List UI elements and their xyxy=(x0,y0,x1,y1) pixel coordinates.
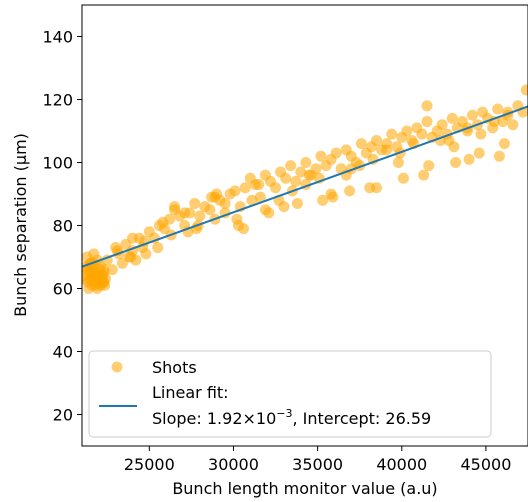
y-tick-label: 140 xyxy=(42,28,73,47)
scatter-points xyxy=(82,84,528,294)
x-axis-label: Bunch length monitor value (a.u) xyxy=(172,479,437,498)
scatter-point xyxy=(219,197,231,209)
scatter-point xyxy=(364,182,376,194)
scatter-point xyxy=(229,185,241,197)
scatter-point xyxy=(290,175,302,187)
scatter-point xyxy=(492,103,504,115)
legend-slope-exponent: −3 xyxy=(276,407,292,420)
scatter-point xyxy=(98,276,110,288)
y-axis-label: Bunch separation (µm) xyxy=(11,133,30,317)
scatter-point xyxy=(211,188,223,200)
scatter-point xyxy=(421,100,433,112)
scatter-point xyxy=(344,185,356,197)
scatter-point xyxy=(253,179,265,191)
scatter-point xyxy=(278,201,290,213)
scatter-point xyxy=(270,182,282,194)
y-tick-label: 80 xyxy=(53,217,73,236)
x-tick-label: 40000 xyxy=(376,455,427,474)
x-axis-ticks: 25000 30000 35000 40000 45000 xyxy=(124,446,511,474)
scatter-point xyxy=(446,112,458,124)
scatter-point xyxy=(466,109,478,121)
x-tick-label: 30000 xyxy=(208,455,259,474)
legend-fit-label: Linear fit: xyxy=(152,383,229,402)
x-tick-label: 35000 xyxy=(292,455,343,474)
scatter-point xyxy=(204,204,216,216)
scatter-point xyxy=(280,172,292,184)
scatter-point xyxy=(157,216,169,228)
scatter-point xyxy=(443,134,455,146)
scatter-point xyxy=(303,169,315,181)
scatter-point xyxy=(371,134,383,146)
scatter-point xyxy=(401,125,413,137)
scatter-point xyxy=(498,138,510,150)
scatter-point xyxy=(140,248,152,260)
legend-shots-marker xyxy=(111,361,123,373)
scatter-point xyxy=(386,128,398,140)
scatter-point xyxy=(475,128,487,140)
y-tick-label: 120 xyxy=(42,91,73,110)
y-axis-ticks: 20 40 60 80 100 120 140 xyxy=(42,28,82,425)
scatter-point xyxy=(421,116,433,128)
scatter-point xyxy=(418,169,430,181)
scatter-point xyxy=(246,194,258,206)
y-tick-label: 40 xyxy=(53,343,73,362)
scatter-point xyxy=(450,157,462,168)
scatter-point xyxy=(106,264,118,276)
scatter-point xyxy=(330,147,342,159)
scatter-point xyxy=(397,172,409,184)
y-tick-label: 100 xyxy=(42,154,73,173)
scatter-point xyxy=(416,128,428,140)
legend-fit-params: Slope: 1.92×10−3, Intercept: 26.59 xyxy=(152,407,431,428)
scatter-point xyxy=(315,150,327,162)
scatter-point xyxy=(423,160,435,172)
scatter-point xyxy=(231,213,243,225)
scatter-point xyxy=(507,119,519,131)
scatter-point xyxy=(179,207,191,219)
scatter-point xyxy=(392,157,404,168)
scatter-point xyxy=(355,138,367,150)
legend-intercept-text: , Intercept: 26.59 xyxy=(292,409,431,428)
scatter-point xyxy=(194,210,206,222)
scatter-point xyxy=(300,157,312,168)
scatter-point xyxy=(317,194,329,206)
scatter-point xyxy=(238,223,250,235)
scatter-point xyxy=(189,197,201,209)
legend-box xyxy=(88,350,492,438)
scatter-point xyxy=(254,191,266,203)
x-tick-label: 25000 xyxy=(124,455,175,474)
scatter-point xyxy=(520,84,528,96)
scatter-point xyxy=(381,144,393,156)
scatter-point xyxy=(239,182,251,194)
scatter-point xyxy=(152,242,164,254)
scatter-point xyxy=(285,160,297,172)
legend-shots-label: Shots xyxy=(152,358,197,377)
scatter-point xyxy=(126,232,138,244)
scatter-point xyxy=(295,166,307,178)
scatter-point xyxy=(436,119,448,131)
scatter-point xyxy=(325,188,337,200)
x-tick-label: 45000 xyxy=(460,455,511,474)
scatter-point xyxy=(463,153,475,165)
y-tick-label: 20 xyxy=(53,406,73,425)
legend: Shots Linear fit: Slope: 1.92×10−3, Inte… xyxy=(88,350,492,438)
scatter-point xyxy=(291,197,303,209)
scatter-point xyxy=(125,251,137,263)
scatter-point xyxy=(263,207,275,219)
fit-line xyxy=(82,105,528,268)
legend-slope-text: Slope: 1.92×10 xyxy=(152,409,276,428)
scatter-point xyxy=(473,147,485,159)
y-tick-label: 60 xyxy=(53,280,73,299)
scatter-point xyxy=(493,150,505,162)
scatter-point xyxy=(169,201,181,213)
